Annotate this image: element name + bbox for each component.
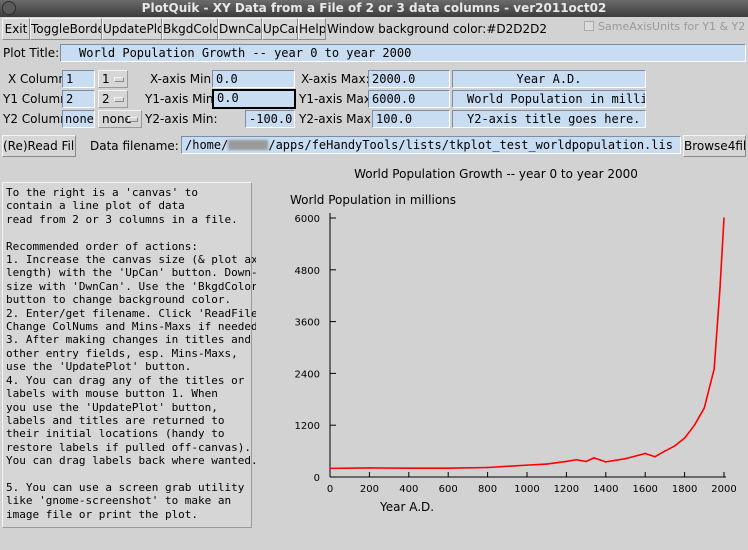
y-tick-label: 1200 (295, 421, 320, 432)
x-column-menu[interactable]: 1 (98, 70, 128, 88)
y-tick-label: 2400 (295, 369, 320, 380)
y2-column-menu-value: none (102, 112, 132, 126)
x-column-label: X Column: (8, 72, 71, 86)
plot-title-input[interactable]: World Population Growth -- year 0 to yea… (60, 44, 746, 62)
bg-color-caption: Window background color: (327, 22, 487, 36)
help-text: To the right is a 'canvas' to contain a … (6, 186, 271, 521)
read-file-button[interactable]: (Re)Read File (2, 135, 76, 157)
y2-column-menu[interactable]: none (98, 110, 142, 128)
close-window-icon[interactable] (2, 1, 16, 15)
y2-min-input[interactable]: -100.0 (245, 110, 295, 128)
y2-column-input[interactable]: none (62, 110, 95, 128)
series-line-segment (575, 458, 587, 463)
window-title: PlotQuik - XY Data from a File of 2 or 3… (141, 1, 607, 15)
y1-column-input[interactable]: 2 (62, 90, 95, 108)
series-line-segment (593, 457, 607, 463)
dwn-can-button[interactable]: DwnCan (218, 18, 262, 40)
y-axis-label: World Population in millions (290, 193, 456, 207)
x-max-label: X-axis Max: (301, 72, 370, 86)
same-axis-label: SameAxisUnits for Y1 & Y2 (598, 20, 746, 33)
series-line-segment (447, 466, 489, 469)
x-tick-label: 600 (439, 484, 458, 495)
series-line-segment (719, 217, 725, 288)
redacted-username (228, 140, 269, 150)
x-axis-label: Year A.D. (379, 500, 434, 514)
y1-min-label: Y1-axis Min: (145, 92, 218, 106)
y2-axis-title-input[interactable]: Y2-axis title goes here. (452, 110, 646, 128)
window-controls (2, 1, 16, 15)
y2-column-label: Y2 Column: (3, 112, 72, 126)
x-tick-label: 2000 (711, 484, 736, 495)
checkbox-icon (584, 21, 594, 31)
x-min-input[interactable]: 0.0 (212, 70, 295, 88)
series-line-segment (683, 424, 696, 439)
x-axis-title-input[interactable]: Year A.D. (452, 70, 646, 88)
x-max-input[interactable]: 2000.0 (368, 70, 450, 88)
menu-indicator-icon (114, 97, 124, 102)
y1-max-label: Y1-axis Max: (299, 92, 376, 106)
series-line-segment (565, 458, 578, 463)
plot-title-label: Plot Title: (3, 46, 60, 60)
menu-indicator-icon (114, 77, 124, 82)
series-line-segment (545, 460, 568, 465)
y1-column-menu[interactable]: 2 (98, 90, 128, 108)
x-tick-label: 1600 (632, 484, 657, 495)
y2-min-label: Y2-axis Min: (145, 112, 218, 126)
series-line-segment (486, 464, 528, 469)
series-line-segment (664, 445, 676, 452)
series-line-segment (624, 452, 647, 460)
plot-canvas[interactable]: World Population Growth -- year 0 to yea… (256, 163, 748, 535)
menu-indicator-icon (128, 117, 138, 122)
x-tick-label: 1200 (554, 484, 579, 495)
x-tick-label: 1000 (514, 484, 539, 495)
bkgd-color-button[interactable]: BkgdColor (162, 18, 218, 40)
x-tick-label: 0 (327, 484, 333, 495)
y-tick-label: 4800 (295, 266, 320, 277)
series-line-segment (644, 452, 656, 458)
window-titlebar[interactable]: PlotQuik - XY Data from a File of 2 or 3… (0, 0, 748, 17)
exit-button[interactable]: Exit (2, 18, 30, 40)
x-min-label: X-axis Min: (150, 72, 216, 86)
y-tick-label: 6000 (295, 214, 320, 225)
help-text-panel[interactable]: To the right is a 'canvas' to contain a … (2, 182, 271, 528)
series-line-segment (585, 457, 595, 463)
same-axis-checkbox[interactable]: SameAxisUnits for Y1 & Y2 (584, 20, 745, 34)
data-filename-input[interactable]: /home/ /apps/feHandyTools/lists/tkplot_te… (181, 136, 681, 154)
series-line-segment (604, 457, 627, 463)
series-line-segment (526, 463, 548, 466)
y-tick-label: 0 (314, 473, 320, 484)
y-tick-label: 3600 (295, 318, 320, 329)
toggle-border-button[interactable]: ToggleBorder (30, 18, 102, 40)
browse-file-button[interactable]: Browse4file (683, 135, 746, 157)
y1-column-label: Y1 Column: (3, 92, 72, 106)
path-suffix: /apps/feHandyTools/lists/tkplot_test_wor… (268, 138, 673, 152)
y1-axis-title-input[interactable]: World Population in millions (452, 90, 646, 108)
x-column-input[interactable]: 1 (62, 70, 95, 88)
y2-max-label: Y2-axis Max: (299, 112, 376, 126)
line-chart: World Population Growth -- year 0 to yea… (290, 167, 737, 514)
x-tick-label: 1800 (672, 484, 697, 495)
y1-column-menu-value: 2 (102, 92, 110, 106)
x-tick-label: 800 (478, 484, 497, 495)
y2-max-input[interactable]: 100.0 (372, 110, 450, 128)
series-line-segment (713, 286, 721, 370)
bg-color-value: #D2D2D2 (486, 22, 547, 36)
x-tick-label: 1400 (593, 484, 618, 495)
update-plot-button[interactable]: UpdatePlot (102, 18, 162, 40)
y1-max-input[interactable]: 6000.0 (368, 90, 450, 108)
help-button[interactable]: Help (298, 18, 326, 40)
series-line-segment (673, 437, 686, 447)
x-tick-label: 200 (360, 484, 379, 495)
x-column-menu-value: 1 (102, 72, 110, 86)
series-line-segment (693, 407, 706, 427)
bg-color-label: Window background color:#D2D2D2 (327, 20, 547, 38)
chart-title: World Population Growth -- year 0 to yea… (354, 167, 638, 181)
y1-min-input[interactable]: 0.0 (212, 89, 296, 109)
x-tick-label: 400 (399, 484, 418, 495)
series-line-segment (654, 450, 666, 458)
path-prefix: /home/ (185, 138, 229, 152)
data-filename-label: Data filename: (90, 139, 179, 153)
up-can-button[interactable]: UpCan (262, 18, 298, 40)
series-line-segment (703, 368, 715, 409)
